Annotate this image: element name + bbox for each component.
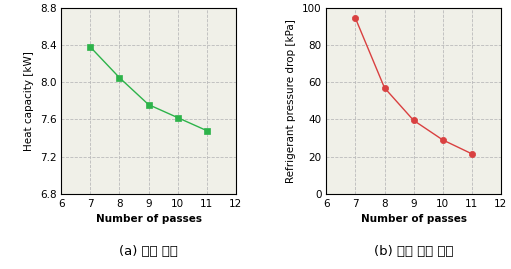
Y-axis label: Heat capacity [kW]: Heat capacity [kW] <box>25 51 34 151</box>
X-axis label: Number of passes: Number of passes <box>96 214 201 224</box>
Text: (a) 냉방 능력: (a) 냉방 능력 <box>119 245 178 258</box>
Text: (b) 냉매 압력 손실: (b) 냉매 압력 손실 <box>374 245 453 258</box>
Y-axis label: Refrigerant pressure drop [kPa]: Refrigerant pressure drop [kPa] <box>286 19 296 183</box>
X-axis label: Number of passes: Number of passes <box>361 214 467 224</box>
